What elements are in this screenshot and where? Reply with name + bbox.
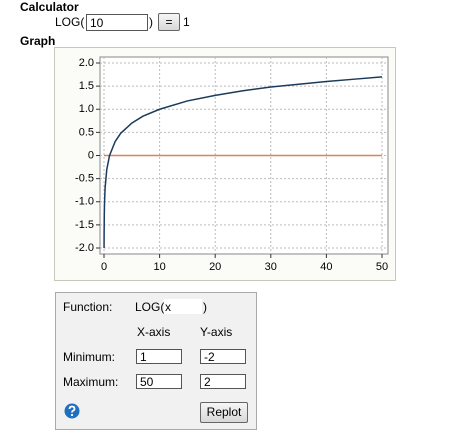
y-tick-label: -1.5 bbox=[75, 219, 94, 231]
calc-input[interactable]: 10 bbox=[86, 14, 148, 31]
function-prefix: LOG( bbox=[135, 300, 165, 314]
calc-button[interactable]: = bbox=[158, 13, 180, 31]
y-tick-label: -0.5 bbox=[75, 173, 94, 185]
calc-prefix: LOG( bbox=[55, 15, 85, 29]
x-tick-label: 0 bbox=[101, 261, 107, 273]
y-axis-header: Y-axis bbox=[200, 325, 233, 339]
chart: 2.0 1.5 1.0 0.5 0 -0.5 -1.0 -1.5 -2.0 0 10 20 30 40 50 bbox=[54, 47, 396, 281]
x-max-input[interactable]: 50 bbox=[136, 374, 182, 389]
graph-title: Graph bbox=[20, 34, 56, 48]
y-min-input[interactable]: -2 bbox=[200, 349, 246, 364]
calculator-title: Calculator bbox=[20, 0, 79, 14]
maximum-label: Maximum: bbox=[63, 375, 119, 389]
y-tick-label: 1.0 bbox=[79, 103, 94, 115]
x-tick-label: 20 bbox=[209, 261, 221, 273]
y-tick-label: 0 bbox=[88, 149, 94, 161]
y-tick-label: -2.0 bbox=[75, 242, 94, 254]
function-label: Function: bbox=[63, 300, 113, 314]
x-tick-label: 50 bbox=[376, 261, 388, 273]
line-series bbox=[103, 76, 383, 249]
x-min-input[interactable]: 1 bbox=[136, 349, 182, 364]
y-tick-label: 2.0 bbox=[79, 57, 94, 69]
minimum-label: Minimum: bbox=[63, 350, 116, 364]
function-input[interactable]: x bbox=[164, 299, 202, 314]
x-tick-label: 10 bbox=[153, 261, 165, 273]
y-tick-label: 0.5 bbox=[79, 126, 94, 138]
y-tick-label: 1.5 bbox=[79, 80, 94, 92]
x-axis-header: X-axis bbox=[137, 325, 171, 339]
calc-result: 1 bbox=[183, 15, 190, 29]
x-tick-label: 30 bbox=[265, 261, 277, 273]
function-suffix: ) bbox=[203, 300, 207, 314]
calc-suffix: ) bbox=[149, 15, 153, 29]
y-tick-label: -1.0 bbox=[75, 196, 94, 208]
help-icon[interactable] bbox=[64, 403, 80, 419]
replot-button[interactable]: Replot bbox=[200, 402, 248, 423]
x-tick-label: 40 bbox=[320, 261, 332, 273]
y-max-input[interactable]: 2 bbox=[200, 374, 246, 389]
